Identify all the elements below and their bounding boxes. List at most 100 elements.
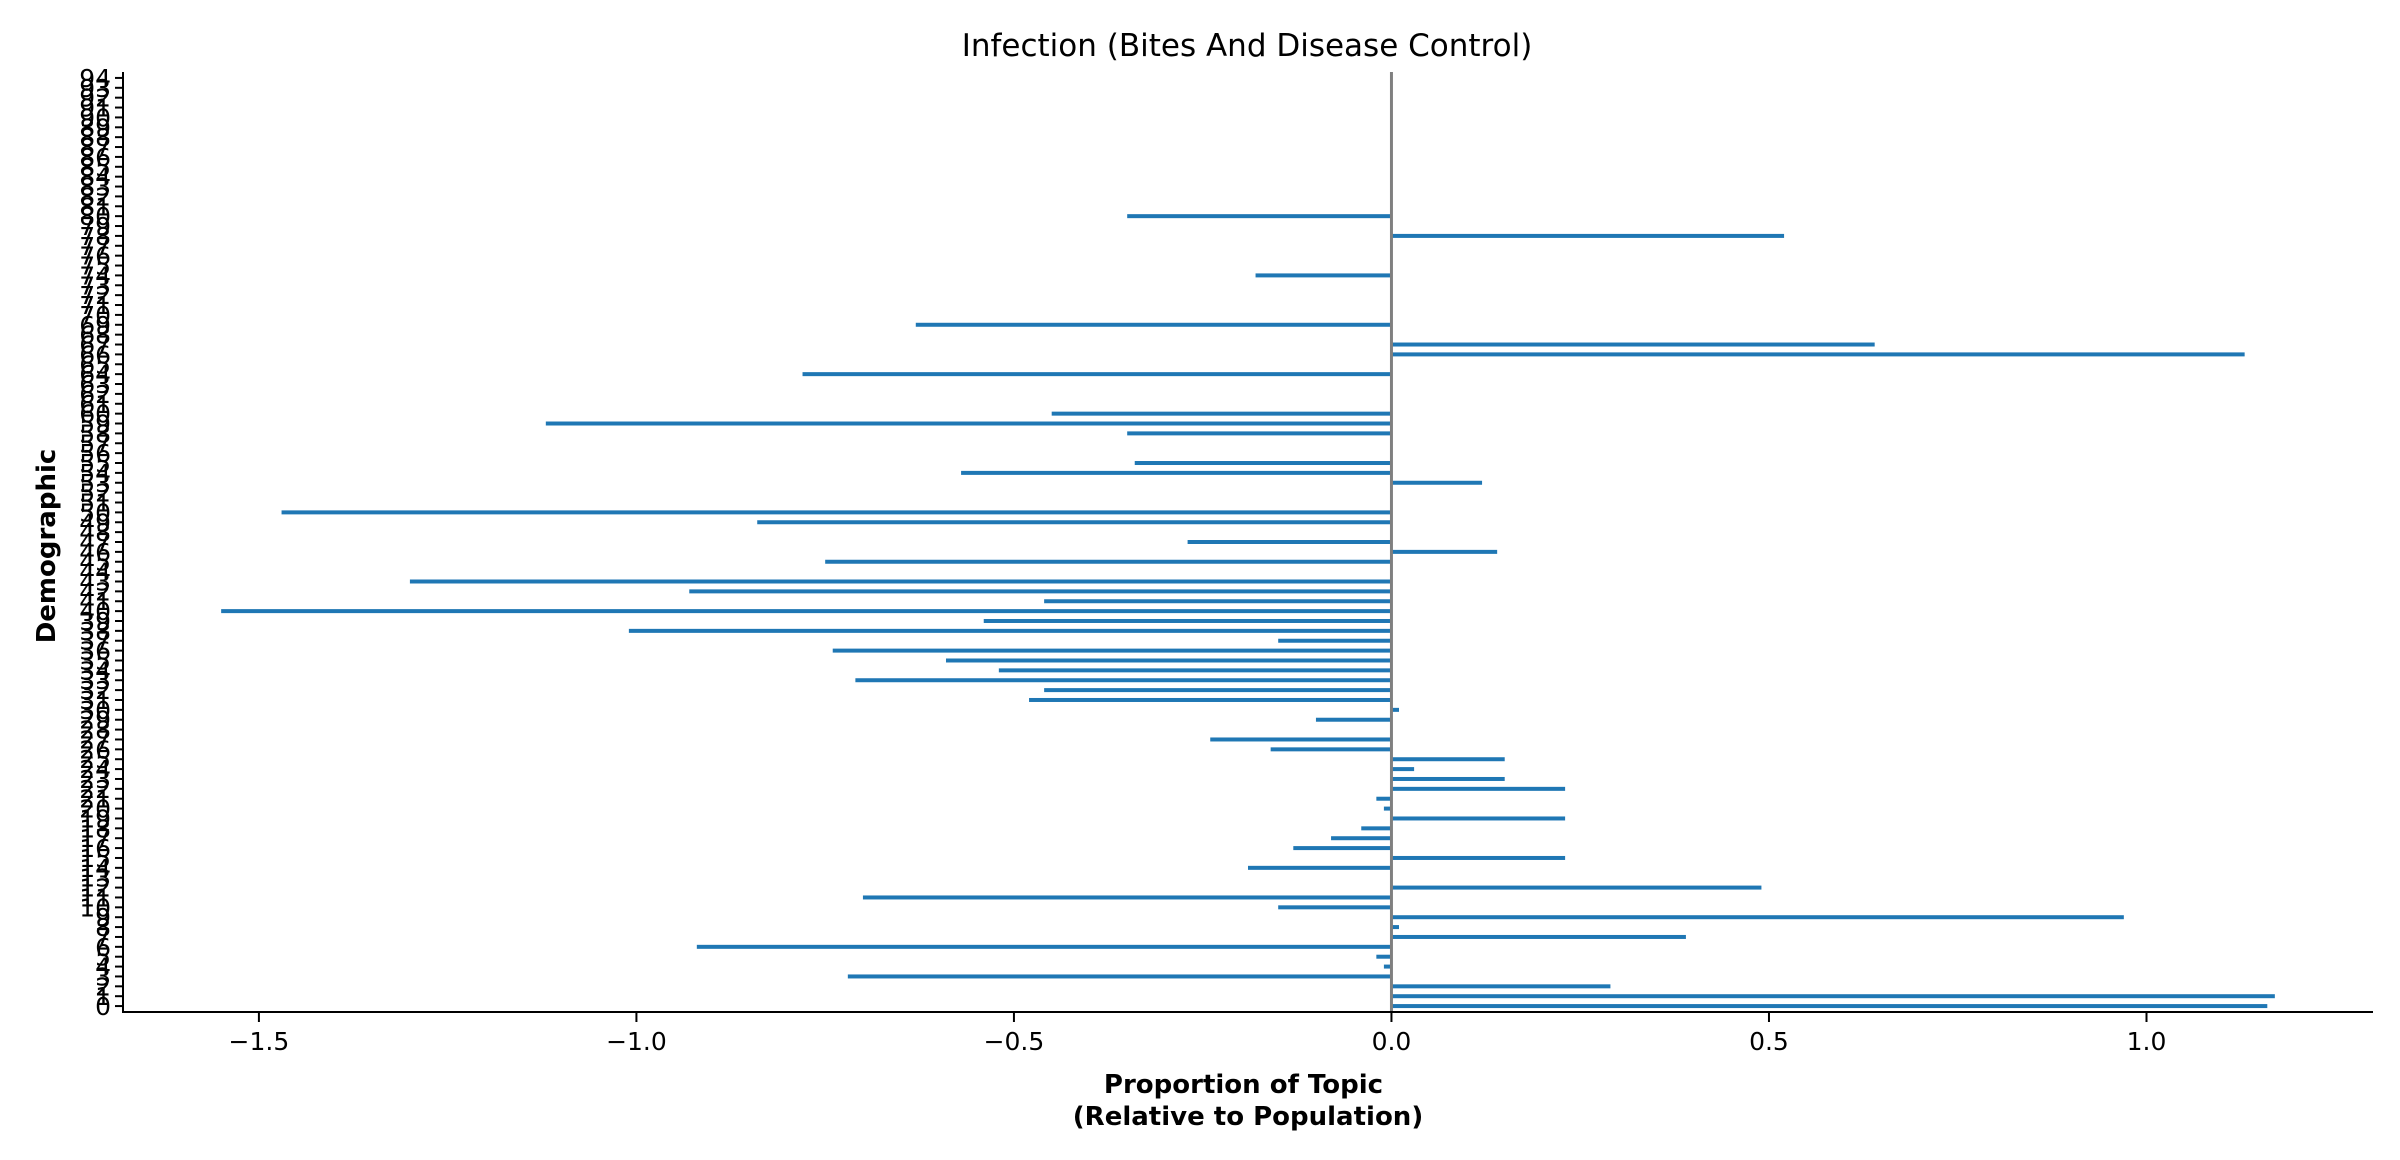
y-tick-label: 88 xyxy=(79,123,111,152)
y-tick-label: 61 xyxy=(79,390,111,419)
bar-5 xyxy=(1376,954,1392,959)
bar-64 xyxy=(802,372,1392,377)
y-tick-label: 11 xyxy=(79,883,111,912)
bar-31 xyxy=(1029,697,1392,702)
y-tick-label: 67 xyxy=(79,331,111,360)
bar-59 xyxy=(545,421,1392,426)
y-tick-label: 75 xyxy=(79,252,111,281)
y-tick-label: 81 xyxy=(79,192,111,221)
y-tick-label: 21 xyxy=(79,785,111,814)
y-tick-label: 58 xyxy=(79,419,111,448)
y-tick-label: 18 xyxy=(79,814,111,843)
bar-17 xyxy=(1331,836,1392,841)
y-tick-label: 70 xyxy=(79,301,111,330)
bar-38 xyxy=(628,628,1392,633)
bar-78 xyxy=(1391,233,1785,238)
bar-43 xyxy=(409,579,1392,584)
y-tick-label: 47 xyxy=(79,528,111,557)
y-tick-label: 83 xyxy=(79,173,111,202)
y-tick-label: 42 xyxy=(79,577,111,606)
bar-66 xyxy=(1391,352,2245,357)
bar-6 xyxy=(696,944,1392,949)
y-tick-label: 33 xyxy=(79,666,111,695)
y-tick-label: 35 xyxy=(79,646,111,675)
bar-27 xyxy=(1210,737,1392,742)
bar-80 xyxy=(1127,214,1392,219)
bar-11 xyxy=(862,895,1392,900)
bar-34 xyxy=(998,668,1392,673)
bar-8 xyxy=(1391,925,1400,930)
bar-69 xyxy=(915,322,1392,327)
y-tick-label: 63 xyxy=(79,370,111,399)
bar-33 xyxy=(855,678,1392,683)
bar-45 xyxy=(825,559,1392,564)
y-tick-label: 82 xyxy=(79,182,111,211)
bar-21 xyxy=(1376,796,1392,801)
bar-53 xyxy=(1391,480,1483,485)
y-tick-label: 22 xyxy=(79,775,111,804)
y-tick-label: 80 xyxy=(79,202,111,231)
bar-20 xyxy=(1383,806,1392,811)
y-tick-label: 20 xyxy=(79,795,111,824)
x-axis-label: Proportion of Topic (Relative to Populat… xyxy=(1073,1070,1423,1132)
y-tick-label: 44 xyxy=(79,558,111,587)
y-tick-label: 93 xyxy=(79,74,111,103)
x-tick-label: 0.0 xyxy=(1372,1027,1412,1056)
y-tick-label: 69 xyxy=(79,311,111,340)
bar-55 xyxy=(1134,461,1392,466)
y-tick-label: 94 xyxy=(79,64,111,93)
y-tick-label: 10 xyxy=(79,893,111,922)
bar-46 xyxy=(1391,549,1498,554)
bar-30 xyxy=(1391,707,1400,712)
y-tick-label: 27 xyxy=(79,725,111,754)
bar-41 xyxy=(1044,599,1392,604)
y-tick-label: 1 xyxy=(95,982,111,1011)
y-tick-label: 85 xyxy=(79,153,111,182)
bar-39 xyxy=(983,618,1392,623)
bar-35 xyxy=(945,658,1392,663)
y-tick-label: 73 xyxy=(79,271,111,300)
y-tick-label: 62 xyxy=(79,380,111,409)
bar-58 xyxy=(1127,431,1392,436)
bar-37 xyxy=(1278,638,1392,643)
bar-23 xyxy=(1391,776,1505,781)
bar-7 xyxy=(1391,934,1686,939)
y-tick-label: 17 xyxy=(79,824,111,853)
bar-36 xyxy=(832,648,1392,653)
bar-1 xyxy=(1391,994,2275,999)
y-tick-label: 90 xyxy=(79,103,111,132)
y-tick-label: 56 xyxy=(79,439,111,468)
bar-74 xyxy=(1255,273,1392,278)
y-tick-label: 7 xyxy=(95,923,111,952)
bar-42 xyxy=(689,589,1392,594)
bar-26 xyxy=(1270,747,1392,752)
bar-49 xyxy=(757,520,1392,525)
y-tick-label: 23 xyxy=(79,765,111,794)
y-ticks: 0123456789101112131415161718192021222324… xyxy=(79,64,123,1021)
chart-title: Infection (Bites And Disease Control) xyxy=(962,28,1533,64)
y-tick-label: 74 xyxy=(79,261,111,290)
y-tick-label: 16 xyxy=(79,834,111,863)
y-tick-label: 65 xyxy=(79,350,111,379)
y-tick-label: 4 xyxy=(95,953,111,982)
bar-9 xyxy=(1391,915,2124,920)
y-tick-label: 77 xyxy=(79,232,111,261)
y-tick-label: 84 xyxy=(79,163,111,192)
y-tick-label: 64 xyxy=(79,360,111,389)
y-tick-label: 43 xyxy=(79,567,111,596)
bar-22 xyxy=(1391,786,1566,791)
y-tick-label: 46 xyxy=(79,538,111,567)
y-tick-label: 92 xyxy=(79,84,111,113)
y-tick-label: 76 xyxy=(79,242,111,271)
y-tick-label: 54 xyxy=(79,459,111,488)
bar-60 xyxy=(1051,411,1392,416)
y-tick-label: 6 xyxy=(95,933,111,962)
y-tick-label: 91 xyxy=(79,94,111,123)
x-ticks: −1.5 −1.0 −0.5 0.0 0.5 1.0 xyxy=(229,1012,2166,1056)
y-tick-label: 38 xyxy=(79,617,111,646)
y-tick-label: 37 xyxy=(79,627,111,656)
y-tick-label: 78 xyxy=(79,222,111,251)
y-tick-label: 9 xyxy=(95,903,111,932)
y-tick-label: 60 xyxy=(79,400,111,429)
